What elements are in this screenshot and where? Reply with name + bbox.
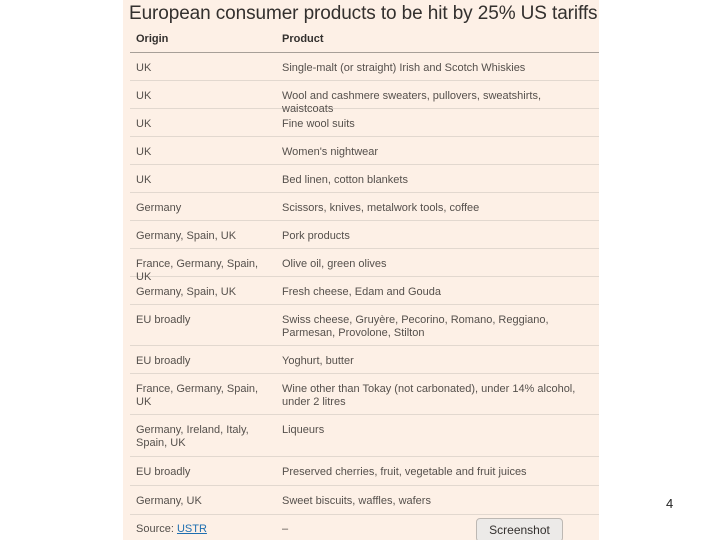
origin-cell: France, Germany, Spain, UK (136, 383, 259, 408)
table-row: UK Fine wool suits (130, 109, 599, 137)
origin-cell: EU broadly (136, 466, 191, 478)
table-row: UK Bed linen, cotton blankets (130, 165, 599, 193)
column-header-product: Product (282, 33, 324, 45)
source-link[interactable]: USTR (176, 523, 207, 535)
table-row: Germany, Spain, UK Pork products (130, 221, 599, 249)
origin-cell: EU broadly (136, 314, 191, 326)
origin-cell: UK (136, 174, 152, 186)
origin-cell: Germany, UK (136, 495, 202, 507)
screenshot-button[interactable]: Screenshot (476, 518, 563, 540)
footer-dash: – (282, 523, 289, 535)
origin-cell: Germany (136, 202, 182, 214)
product-cell: Fine wool suits (282, 118, 355, 130)
table-row: France, Germany, Spain, UK Wine other th… (130, 374, 599, 415)
source-note: Source: USTR (136, 523, 207, 535)
product-cell: Single-malt (or straight) Irish and Scot… (282, 62, 526, 74)
page-number: 4 (666, 496, 674, 511)
origin-cell: UK (136, 90, 152, 102)
origin-cell: Germany, Spain, UK (136, 230, 237, 242)
product-cell: Wine other than Tokay (not carbonated), … (282, 383, 576, 408)
product-cell: Pork products (282, 230, 350, 242)
product-cell: Preserved cherries, fruit, vegetable and… (282, 466, 527, 478)
table-row: Germany Scissors, knives, metalwork tool… (130, 193, 599, 221)
column-header-origin: Origin (136, 33, 169, 45)
origin-cell: Germany, Ireland, Italy, Spain, UK (136, 424, 249, 449)
product-cell: Scissors, knives, metalwork tools, coffe… (282, 202, 480, 214)
table-row: France, Germany, Spain, UK Olive oil, gr… (130, 249, 599, 283)
table-body: UK Single-malt (or straight) Irish and S… (130, 53, 599, 515)
origin-cell: UK (136, 118, 152, 130)
product-cell: Olive oil, green olives (282, 258, 387, 270)
origin-cell: EU broadly (136, 355, 191, 367)
table-row: EU broadly Yoghurt, butter (130, 346, 599, 374)
product-cell: Sweet biscuits, waffles, wafers (282, 495, 431, 507)
origin-cell: UK (136, 62, 152, 74)
table-row: UK Wool and cashmere sweaters, pullovers… (130, 81, 599, 115)
table-row: Germany, Ireland, Italy, Spain, UK Lique… (130, 415, 599, 457)
product-cell: Women's nightwear (282, 146, 379, 158)
table-row: Germany, UK Sweet biscuits, waffles, waf… (130, 486, 599, 515)
product-cell: Yoghurt, butter (282, 355, 354, 367)
table-row: EU broadly Preserved cherries, fruit, ve… (130, 457, 599, 486)
product-cell: Liqueurs (282, 424, 325, 436)
table-row: UK Single-malt (or straight) Irish and S… (130, 53, 599, 81)
source-label: Source: (136, 523, 174, 535)
product-cell: Fresh cheese, Edam and Gouda (282, 286, 441, 298)
table-row: UK Women's nightwear (130, 137, 599, 165)
table-title: European consumer products to be hit by … (129, 3, 598, 24)
table-row: EU broadly Swiss cheese, Gruyère, Pecori… (130, 305, 599, 346)
product-cell: Wool and cashmere sweaters, pullovers, s… (282, 90, 542, 115)
origin-cell: UK (136, 146, 152, 158)
table-panel: European consumer products to be hit by … (123, 0, 599, 540)
table-row: Germany, Spain, UK Fresh cheese, Edam an… (130, 277, 599, 305)
product-cell: Bed linen, cotton blankets (282, 174, 408, 186)
header-divider (130, 52, 599, 53)
origin-cell: Germany, Spain, UK (136, 286, 237, 298)
origin-cell: France, Germany, Spain, UK (136, 258, 259, 283)
product-cell: Swiss cheese, Gruyère, Pecorino, Romano,… (282, 314, 549, 339)
